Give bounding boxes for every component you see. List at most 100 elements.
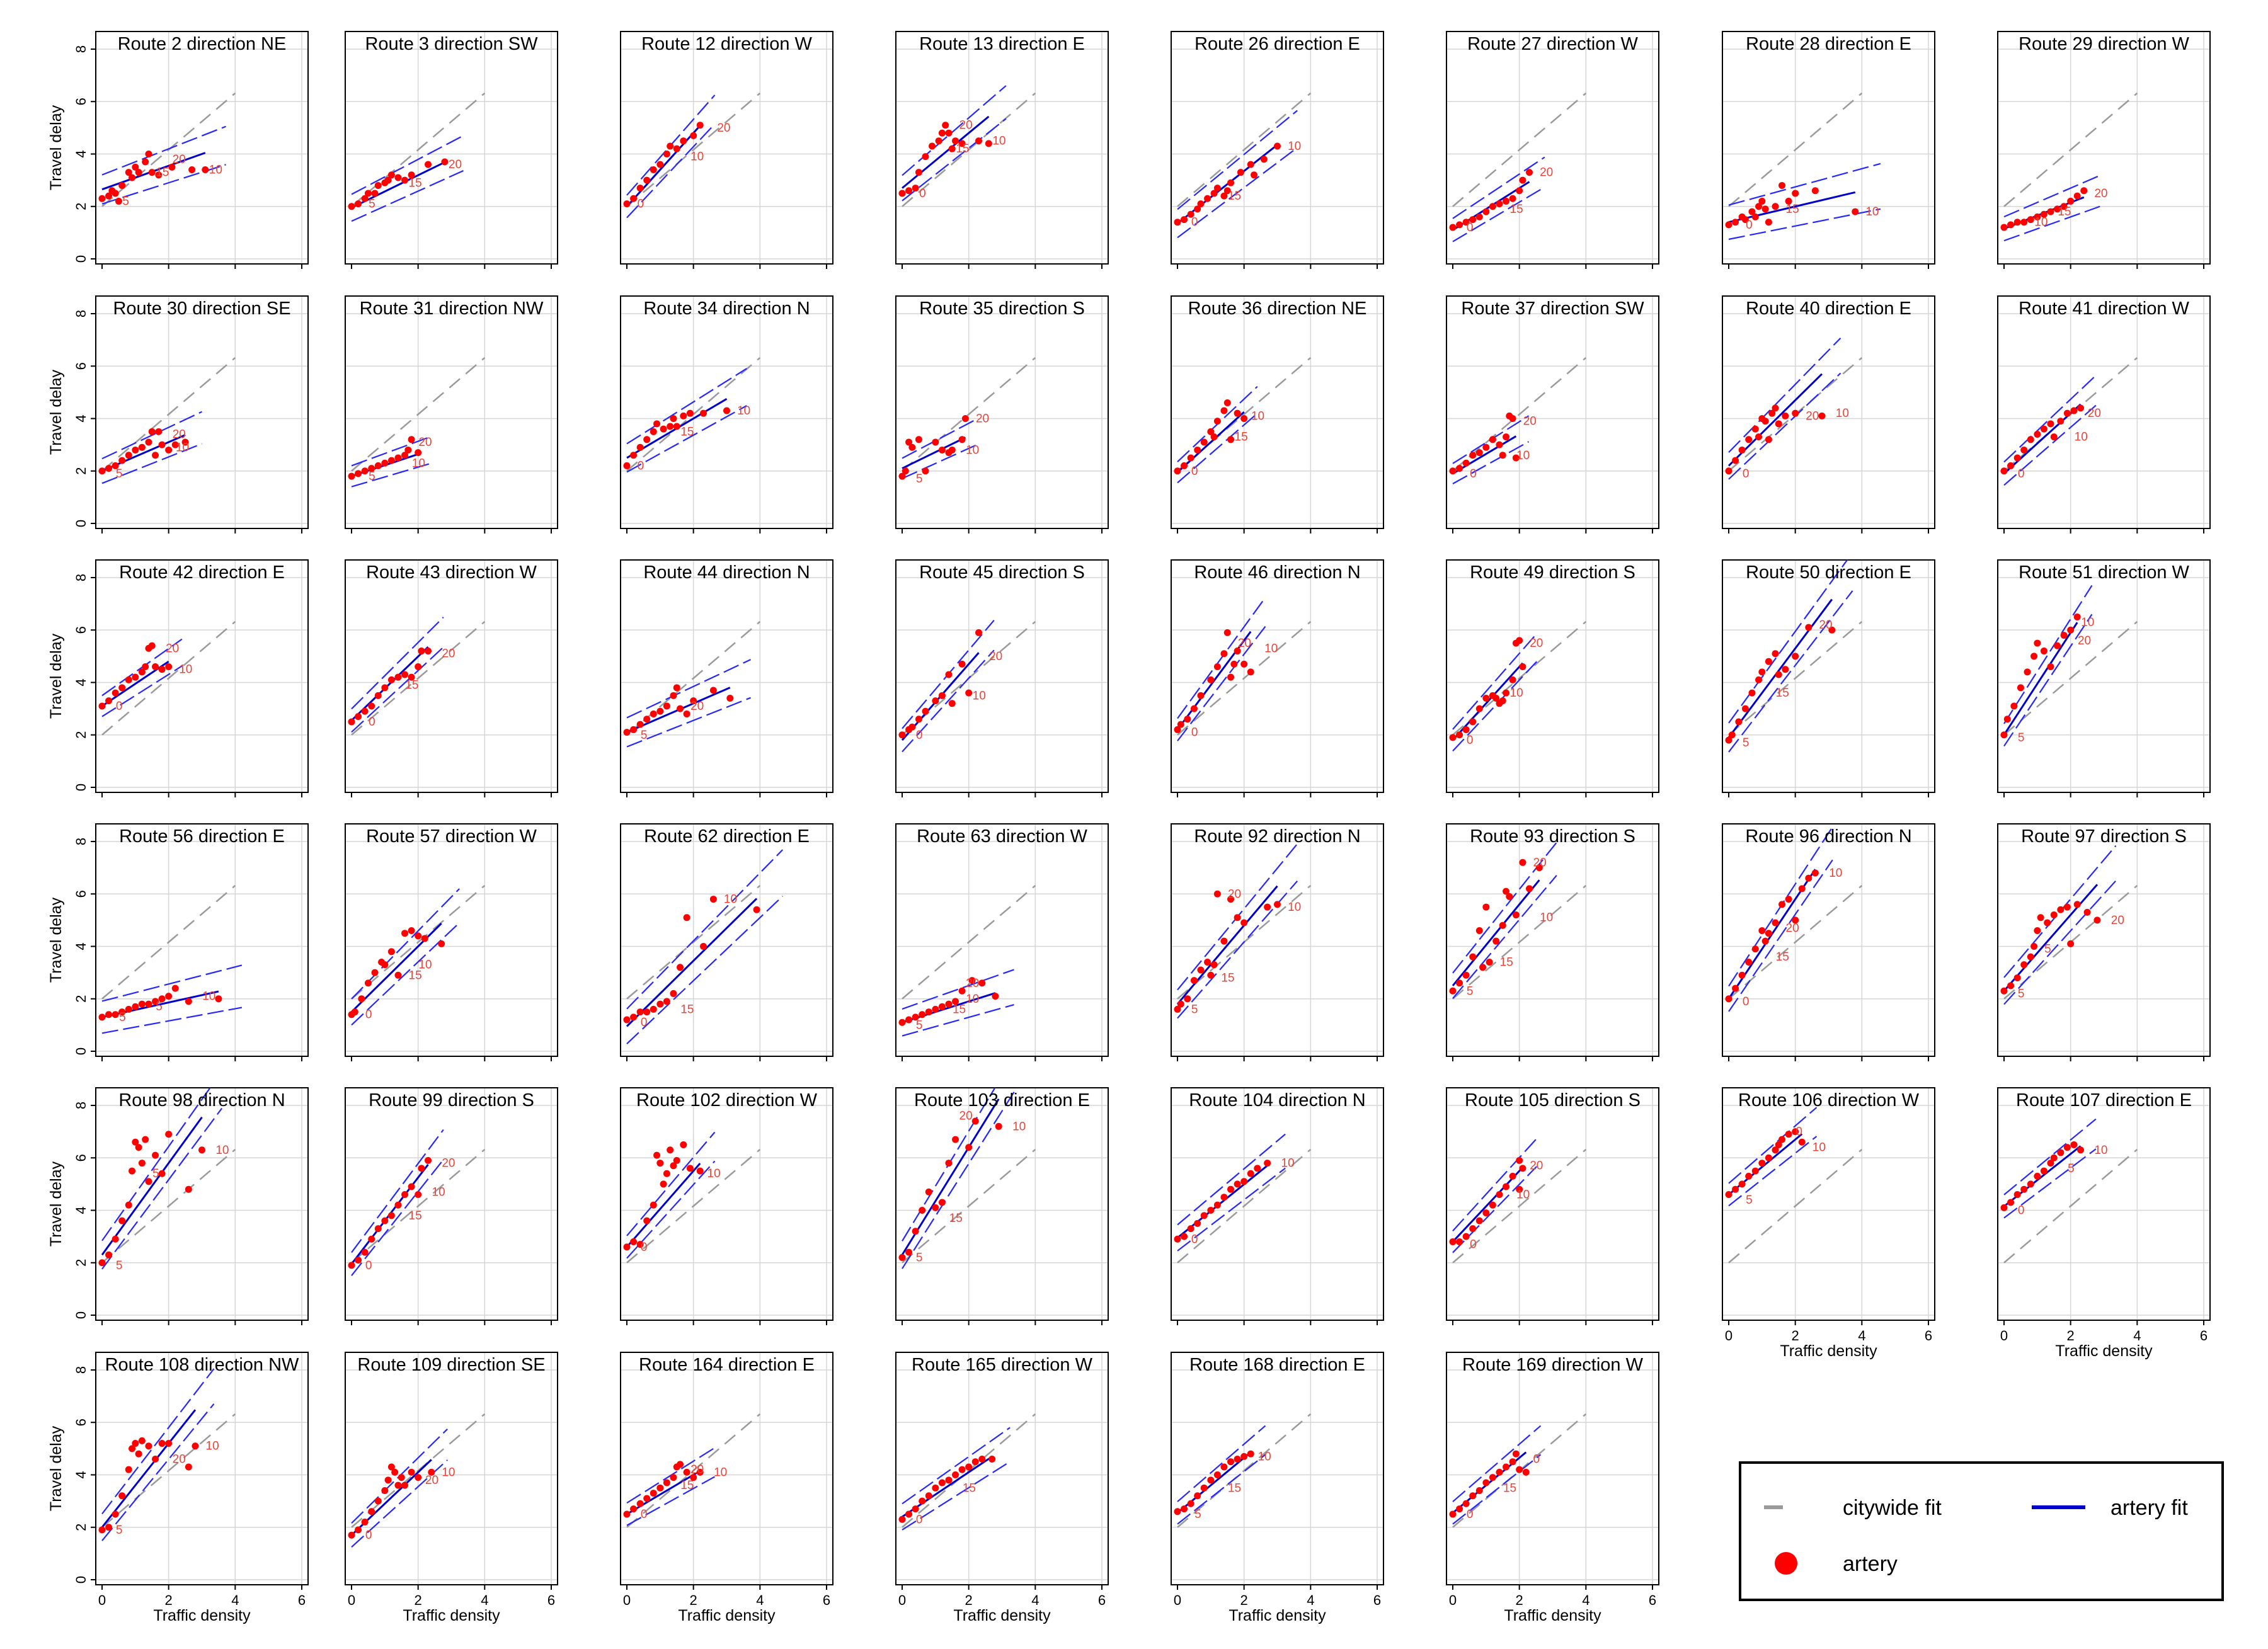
artery-point xyxy=(1251,171,1258,179)
artery-point xyxy=(1227,896,1235,903)
artery-point xyxy=(348,1531,355,1539)
citywide-fit-line xyxy=(351,884,486,1000)
artery-point xyxy=(660,1180,667,1188)
point-label: 0 xyxy=(365,1008,372,1022)
artery-point xyxy=(1509,676,1516,683)
artery-point xyxy=(2077,404,2085,412)
artery-point xyxy=(129,1445,136,1452)
artery-point xyxy=(1503,433,1510,441)
panel: 5 20 Route 44 direction N xyxy=(620,559,833,797)
panel: 5 20 10 Route 31 direction NW xyxy=(345,295,558,534)
artery-ci-lower-line xyxy=(1177,1454,1266,1525)
artery-point xyxy=(408,436,415,443)
artery-point xyxy=(623,1510,631,1518)
y-tick-label: 4 xyxy=(73,678,89,686)
panel-frame xyxy=(895,559,1109,793)
artery-point xyxy=(115,197,122,205)
panel-frame xyxy=(895,823,1109,1057)
panel: 5 15 20 Route 3 direction SW xyxy=(345,31,558,269)
artery-point xyxy=(925,1188,932,1195)
panel: 0 10 Route 102 direction W xyxy=(620,1087,833,1325)
panel-title: Route 98 direction N xyxy=(118,1090,285,1110)
artery-point xyxy=(1475,1486,1483,1494)
artery-point xyxy=(2047,208,2054,215)
point-label: 5 xyxy=(641,729,648,742)
panel-title: Route 30 direction SE xyxy=(113,299,290,319)
point-label: 15 xyxy=(405,679,418,692)
artery-point xyxy=(2007,982,2015,990)
artery-point xyxy=(932,1204,939,1211)
artery-point xyxy=(2070,1141,2078,1148)
artery-point xyxy=(118,1492,126,1500)
artery-point xyxy=(2047,420,2054,428)
panel-plot-area: 0 10 xyxy=(1174,1133,1312,1264)
artery-point xyxy=(1519,663,1526,671)
artery-ci-lower-line xyxy=(1728,1136,1818,1207)
panel-frame xyxy=(1446,295,1659,529)
artery-point xyxy=(1475,1217,1483,1224)
artery-point xyxy=(202,166,209,173)
point-label: 10 xyxy=(179,663,192,676)
artery-point xyxy=(945,1160,953,1167)
panel-plot-area: 0 20 10 xyxy=(1725,337,1863,481)
artery-point xyxy=(1482,694,1490,702)
artery-point xyxy=(709,687,717,694)
citywide-fit-line xyxy=(626,1148,761,1264)
artery-point xyxy=(938,1003,946,1010)
artery-point xyxy=(1181,462,1188,469)
y-axis-label: Travel delay xyxy=(47,633,65,719)
artery-point xyxy=(361,707,369,715)
point-label: 0 xyxy=(641,1241,648,1254)
artery-point xyxy=(1469,1492,1477,1500)
artery-point xyxy=(1482,208,1490,215)
artery-point xyxy=(105,192,113,200)
artery-point xyxy=(1187,1225,1194,1233)
artery-point xyxy=(132,1138,139,1146)
artery-point xyxy=(1519,176,1526,184)
panel-plot-area: 0 15 20 10 xyxy=(348,1129,486,1276)
point-label: 5 xyxy=(369,198,375,211)
artery-point xyxy=(1535,864,1543,872)
artery-ci-upper-line xyxy=(101,964,243,1002)
artery-ci-upper-line xyxy=(902,85,1007,176)
panel: 0 15 0 Route 169 direction W 0 2 4 6 Traffic den… xyxy=(1446,1352,1659,1624)
panel: 0 10 Route 104 direction N xyxy=(1171,1087,1384,1325)
point-label: 15 xyxy=(1776,950,1789,964)
artery-point xyxy=(643,1008,651,1016)
artery-point xyxy=(1503,197,1510,205)
panel-title: Route 56 direction E xyxy=(119,826,285,847)
artery-point xyxy=(355,713,362,721)
point-label: 15 xyxy=(1503,1481,1516,1495)
artery-point xyxy=(945,1476,953,1484)
point-label: 10 xyxy=(1012,1120,1026,1133)
artery-ci-upper-line xyxy=(1177,1133,1286,1226)
point-label: 10 xyxy=(176,441,189,454)
artery-point xyxy=(680,1141,687,1148)
panel-frame xyxy=(1446,1352,1659,1585)
artery-point xyxy=(1456,979,1463,987)
artery-point xyxy=(2040,210,2048,218)
artery-point xyxy=(381,684,389,692)
artery-point xyxy=(355,1526,362,1534)
artery-point xyxy=(1254,1165,1261,1172)
artery-point xyxy=(1220,937,1228,945)
artery-point xyxy=(1456,465,1463,472)
x-tick-label: 2 xyxy=(415,1592,422,1608)
panel-title: Route 37 direction SW xyxy=(1461,299,1644,319)
artery-point xyxy=(978,979,986,987)
artery-point xyxy=(387,948,395,956)
artery-point xyxy=(965,689,973,697)
artery-point xyxy=(922,707,929,715)
panel-plot-area: 0 15 10 xyxy=(623,357,761,472)
artery-point xyxy=(374,692,382,699)
x-tick-label: 6 xyxy=(1098,1592,1106,1608)
artery-point xyxy=(1735,718,1743,726)
panel-frame xyxy=(620,1087,833,1321)
artery-point xyxy=(1234,409,1241,417)
artery-point xyxy=(1725,736,1732,744)
panel: 0 15 20 10 Route 99 direction S xyxy=(345,1087,558,1325)
artery-point xyxy=(118,1008,126,1016)
artery-point xyxy=(643,1495,651,1502)
artery-point xyxy=(1503,689,1510,697)
point-label: 10 xyxy=(1813,1141,1826,1155)
